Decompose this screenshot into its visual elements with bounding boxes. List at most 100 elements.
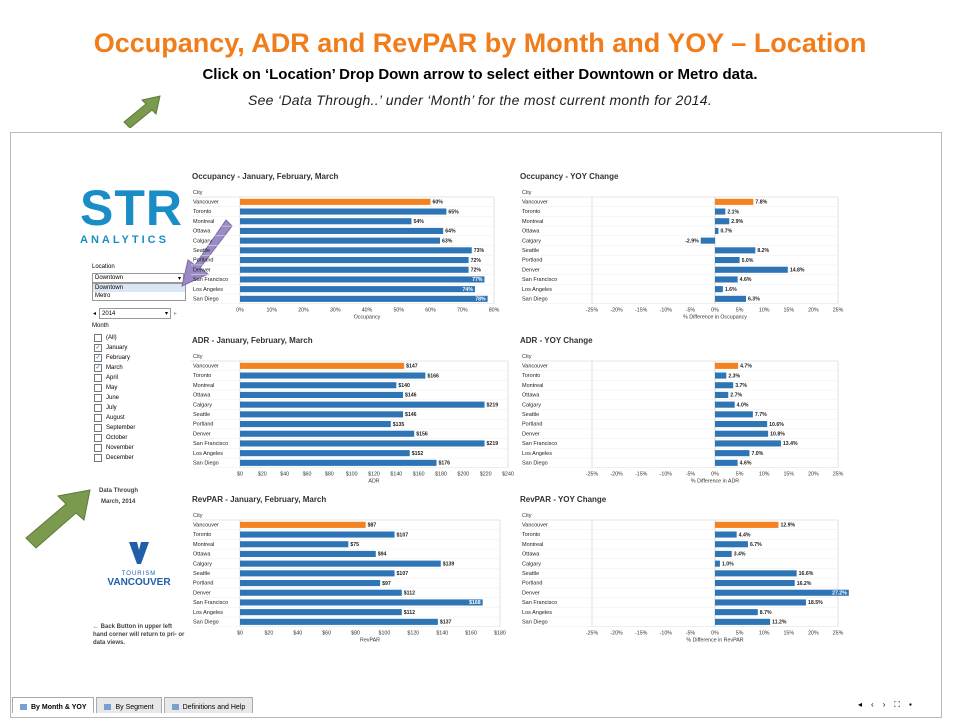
menu-icon[interactable]: ▪ (908, 700, 921, 709)
data-label: 27.2% (832, 591, 847, 597)
tick-label: $180 (435, 472, 447, 478)
category-label: Seattle (522, 412, 539, 418)
data-label: 2.7% (730, 393, 742, 399)
location-option[interactable]: Downtown (93, 284, 185, 292)
bar (240, 450, 410, 457)
checkbox-icon[interactable] (94, 414, 102, 422)
checkbox-icon[interactable] (94, 434, 102, 442)
checkbox-icon[interactable] (94, 454, 102, 462)
data-label: $147 (406, 364, 418, 370)
page-title: Occupancy, ADR and RevPAR by Month and Y… (93, 28, 867, 58)
month-option[interactable]: December (94, 453, 135, 463)
bar (240, 430, 415, 437)
bar (715, 599, 807, 606)
tick-label: -5% (686, 631, 696, 637)
bar (715, 531, 737, 538)
bar (715, 440, 781, 447)
next-sheet-icon[interactable]: › (882, 700, 895, 709)
month-option[interactable]: November (94, 443, 135, 453)
data-label: -2.9% (685, 238, 699, 244)
tick-label: 20% (808, 308, 819, 314)
green-arrow-icon (123, 95, 161, 128)
tick-label: -20% (610, 472, 623, 478)
category-label: Calgary (522, 561, 541, 567)
checkbox-icon[interactable] (94, 394, 102, 402)
year-selector: ◂ 2014 ▾ ▸ (93, 308, 177, 319)
month-option[interactable]: ✓ February (94, 353, 135, 363)
bar (240, 237, 441, 244)
data-label: 6.7% (750, 542, 762, 548)
chevron-right-icon[interactable]: ▸ (174, 311, 178, 317)
checkbox-checked-icon[interactable]: ✓ (94, 364, 102, 372)
month-option[interactable]: April (94, 373, 135, 383)
tab-definitions-help[interactable]: Definitions and Help (163, 697, 254, 713)
checkbox-icon[interactable] (94, 374, 102, 382)
month-option[interactable]: July (94, 403, 135, 413)
category-header: City (522, 190, 532, 196)
category-label: Los Angeles (522, 451, 552, 457)
checkbox-icon[interactable] (94, 384, 102, 392)
tick-label: 10% (759, 472, 770, 478)
month-option[interactable]: September (94, 423, 135, 433)
str-logo-sub: ANALYTICS (80, 234, 169, 246)
checkbox-icon[interactable] (94, 404, 102, 412)
tab-by-month-yoy[interactable]: By Month & YOY (12, 697, 95, 713)
tick-label: 5% (736, 631, 744, 637)
month-option[interactable]: May (94, 383, 135, 393)
month-option[interactable]: October (94, 433, 135, 443)
chevron-left-icon[interactable]: ◂ (93, 311, 97, 317)
month-option[interactable]: August (94, 413, 135, 423)
category-label: Denver (522, 431, 540, 437)
category-label: Calgary (522, 238, 541, 244)
data-label: 60% (433, 200, 444, 206)
tab-by-segment[interactable]: By Segment (96, 697, 162, 713)
checkbox-icon[interactable] (94, 334, 102, 342)
bar (715, 560, 720, 567)
category-header: City (522, 513, 532, 519)
category-label: Calgary (193, 561, 212, 567)
chart-panel: Occupancy - YOY Change City Vancouver 7.8% T… (520, 172, 844, 321)
tick-label: 20% (808, 472, 819, 478)
category-label: Los Angeles (522, 287, 552, 293)
data-label: $87 (368, 523, 377, 529)
prev-sheet-icon[interactable]: ‹ (871, 700, 883, 709)
category-label: Seattle (522, 571, 539, 577)
tick-label: -25% (586, 472, 599, 478)
bar (715, 218, 730, 225)
month-option[interactable]: (All) (94, 333, 135, 343)
first-sheet-icon[interactable]: ◂ (858, 700, 872, 709)
bar (700, 237, 715, 244)
bar (715, 550, 732, 557)
checkbox-checked-icon[interactable]: ✓ (94, 354, 102, 362)
bar (715, 382, 734, 389)
tick-label: $80 (351, 631, 360, 637)
tick-label: -10% (660, 631, 673, 637)
data-label: 72% (471, 268, 482, 274)
bar (240, 227, 444, 234)
fullscreen-icon[interactable]: ⛶ (894, 700, 909, 709)
category-label: Montreal (193, 383, 214, 389)
month-option[interactable]: ✓ January (94, 343, 135, 353)
year-dropdown[interactable]: 2014 ▾ (99, 308, 172, 319)
category-label: Vancouver (522, 200, 548, 206)
checkbox-icon[interactable] (94, 424, 102, 432)
checkbox-icon[interactable] (94, 444, 102, 452)
location-option[interactable]: Metro (95, 293, 111, 299)
category-label: Vancouver (193, 523, 219, 529)
tick-label: $0 (237, 472, 243, 478)
data-label: $140 (398, 383, 410, 389)
tick-label: -15% (635, 308, 648, 314)
month-option[interactable]: ✓ March (94, 363, 135, 373)
location-options: Downtown Metro (92, 283, 186, 301)
bar (715, 247, 756, 254)
data-label: 3.7% (735, 383, 747, 389)
tick-label: 80% (489, 308, 500, 314)
category-label: Toronto (522, 209, 540, 215)
category-label: San Francisco (193, 277, 228, 283)
category-label: Ottawa (193, 552, 211, 558)
data-label: 7.8% (755, 200, 767, 206)
month-option[interactable]: June (94, 393, 135, 403)
data-label: 6.3% (748, 297, 760, 303)
data-label: 1.6% (725, 287, 737, 293)
checkbox-checked-icon[interactable]: ✓ (94, 344, 102, 352)
